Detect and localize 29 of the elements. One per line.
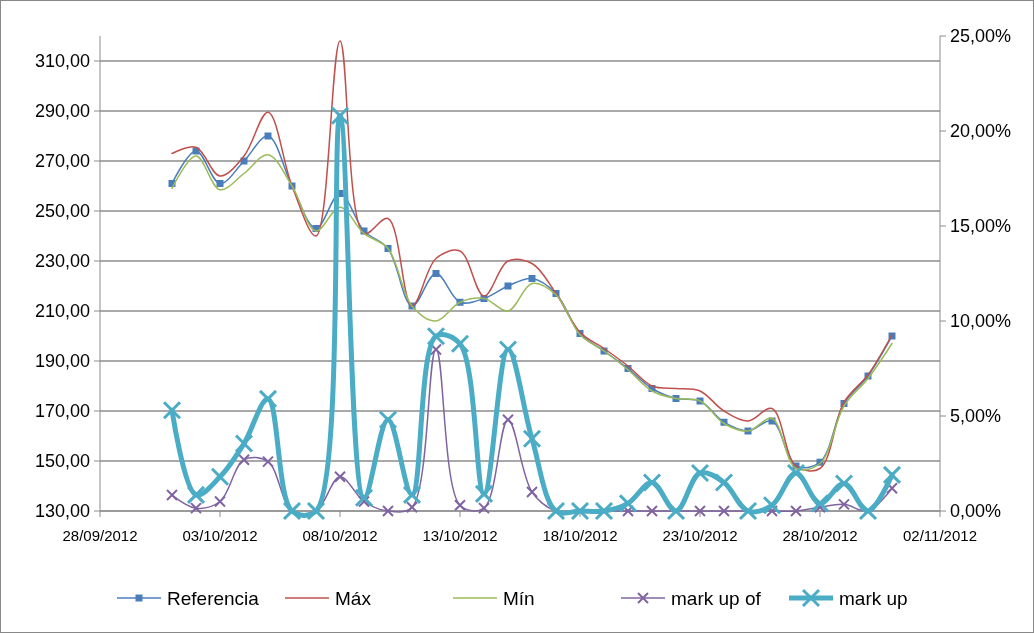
legend-label: mark up <box>839 587 908 609</box>
y-tick-label: 250,00 <box>34 201 90 222</box>
y-tick-label: 230,00 <box>34 251 90 272</box>
x-tick-label: 28/09/2012 <box>62 527 138 544</box>
legend-label: Mín <box>503 587 535 609</box>
y-tick-label: 170,00 <box>34 401 90 422</box>
x-tick-label: 08/10/2012 <box>302 527 378 544</box>
y-tick-label: 290,00 <box>34 101 90 122</box>
y2-tick-label: 15,00% <box>950 216 1012 237</box>
y2-tick-label: 0,00% <box>950 501 1002 522</box>
legend-label: Referencia <box>167 587 260 609</box>
x-tick-label: 03/10/2012 <box>182 527 258 544</box>
y2-tick-label: 10,00% <box>950 311 1012 332</box>
y2-tick-label: 25,00% <box>950 26 1012 47</box>
y-tick-label: 270,00 <box>34 151 90 172</box>
y-tick-label: 210,00 <box>34 301 90 322</box>
x-tick-label: 23/10/2012 <box>662 527 738 544</box>
y-tick-label: 130,00 <box>34 501 90 522</box>
y-tick-label: 150,00 <box>34 451 90 472</box>
legend-label: mark up of <box>671 587 762 609</box>
x-tick-label: 18/10/2012 <box>542 527 618 544</box>
x-tick-label: 02/11/2012 <box>903 527 977 544</box>
y2-tick-label: 5,00% <box>950 406 1002 427</box>
y2-tick-label: 20,00% <box>950 121 1012 142</box>
y-tick-label: 190,00 <box>34 351 90 372</box>
legend-label: Máx <box>335 587 372 609</box>
y-tick-label: 310,00 <box>34 51 90 72</box>
x-tick-label: 28/10/2012 <box>782 527 858 544</box>
x-tick-label: 13/10/2012 <box>422 527 498 544</box>
